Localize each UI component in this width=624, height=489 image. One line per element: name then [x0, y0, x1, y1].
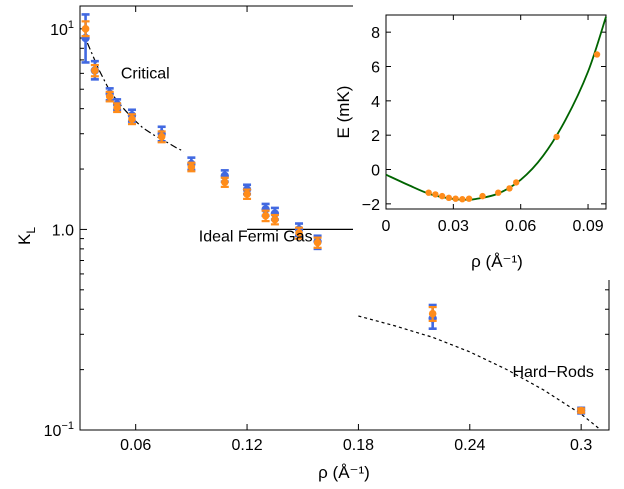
- inset-data-point: [438, 192, 446, 200]
- main-curve-dotted: [358, 315, 601, 430]
- main-x-tick-label: 0.24: [454, 437, 485, 454]
- inset-data-point: [513, 179, 520, 186]
- main-data-point: [261, 211, 270, 220]
- main-data-point: [157, 132, 166, 141]
- main-data-point: [220, 178, 229, 186]
- main-curve-dash-dot: [86, 42, 185, 152]
- inset-x-ticks: 0 0.03 0.06 0.09: [382, 15, 604, 235]
- main-y-axis-label: KL: [15, 227, 38, 245]
- main-chart: 0.06 0.12 0.18 0.24 0.3 10−1 1.0 101 Critical I…: [15, 5, 610, 482]
- main-y-tick-label: 101: [50, 19, 74, 39]
- main-y-axis-label-sub: L: [24, 227, 38, 234]
- main-x-ticks: 0.06 0.12 0.18 0.24 0.3: [120, 6, 592, 454]
- main-data-point: [113, 103, 121, 112]
- main-data-point: [128, 115, 136, 123]
- inset-y-tick-label: 4: [371, 94, 380, 111]
- main-x-tick-label: 0.3: [570, 437, 592, 454]
- inset-y-tick-label: −2: [362, 197, 380, 214]
- main-data-point: [577, 406, 585, 415]
- main-y-axis-label-main: K: [15, 233, 34, 245]
- svg-text:KL: KL: [15, 227, 38, 245]
- inset-y-ticks: −2 0 2 4 6 8: [362, 25, 606, 214]
- main-data-point: [271, 215, 279, 224]
- main-data-point: [295, 229, 303, 237]
- inset-data-point: [479, 192, 486, 200]
- main-x-tick-label: 0.12: [231, 437, 262, 454]
- inset-y-axis-label: E (mK): [334, 86, 353, 139]
- inset-data-point: [465, 195, 473, 202]
- inset-x-tick-label: 0.06: [505, 218, 536, 235]
- inset-data-point: [425, 189, 432, 196]
- inset-x-tick-label: 0: [382, 218, 391, 235]
- main-x-tick-label: 0.18: [343, 437, 374, 454]
- main-x-tick-label: 0.06: [120, 437, 151, 454]
- inset-data-point: [452, 195, 459, 202]
- inset-series: [425, 51, 601, 203]
- inset-x-axis-label: ρ (Å⁻¹): [471, 252, 523, 271]
- inset-data-point: [459, 196, 466, 203]
- inset-y-tick-label: 6: [371, 60, 380, 77]
- inset-background: [353, 4, 622, 280]
- main-annotation: Hard−Rods: [512, 364, 593, 381]
- inset-data-point: [593, 51, 601, 58]
- inset-data-point: [432, 191, 439, 198]
- main-series: [81, 13, 586, 415]
- inset-y-tick-label: 0: [371, 163, 380, 180]
- main-data-point: [428, 309, 437, 318]
- inset-x-tick-label: 0.03: [438, 218, 469, 235]
- inset-data-point: [553, 133, 560, 141]
- main-data-point: [243, 190, 251, 198]
- inset-x-tick-label: 0.09: [572, 218, 603, 235]
- main-y-tick-label: 1.0: [52, 222, 74, 239]
- main-y-ticks: 10−1 1.0 101: [44, 19, 609, 440]
- inset-y-tick-label: 8: [371, 25, 380, 42]
- main-data-point: [81, 25, 90, 33]
- main-data-point: [91, 66, 99, 75]
- main-annotation: Critical: [121, 65, 170, 82]
- main-annotation: Ideal Fermi Gas: [199, 229, 313, 246]
- main-data-point: [105, 92, 114, 101]
- main-x-axis-label: ρ (Å⁻¹): [318, 463, 370, 482]
- inset-data-point: [506, 185, 513, 192]
- inset-data-point: [445, 194, 453, 202]
- main-y-tick-label: 10−1: [44, 420, 74, 440]
- main-data-point: [187, 163, 196, 171]
- main-data-point: [313, 238, 322, 247]
- inset-plot-frame: [385, 14, 607, 210]
- main-annotations: Critical Ideal Fermi Gas Hard−Rods: [121, 65, 594, 380]
- inset-y-tick-label: 2: [371, 128, 380, 145]
- inset-data-point: [495, 189, 502, 196]
